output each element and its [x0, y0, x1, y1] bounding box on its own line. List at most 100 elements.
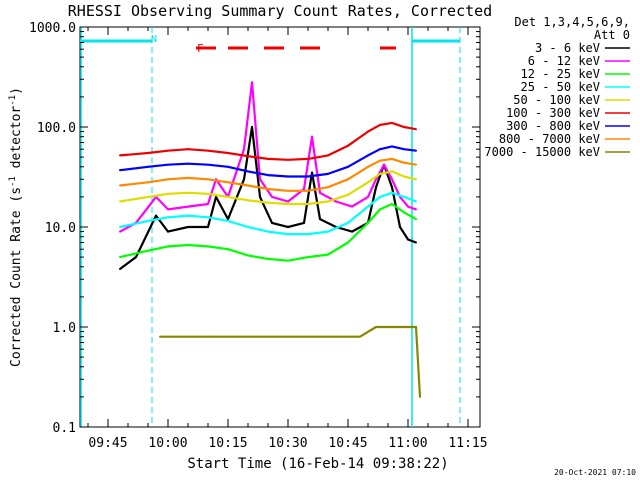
series-1-point-5 [207, 202, 209, 205]
series-3-point-7 [267, 230, 269, 233]
series-2-point-0 [119, 256, 121, 259]
series-0-point-11 [271, 221, 273, 224]
x-tick-label-4: 10:45 [328, 436, 367, 451]
series-3-point-0 [119, 226, 121, 228]
series-3-point-9 [307, 233, 309, 236]
series-5-point-11 [347, 144, 349, 147]
series-0-point-13 [303, 221, 305, 224]
series-7-point-0 [119, 184, 121, 187]
series-5-point-1 [147, 151, 149, 154]
series-0-point-24 [415, 241, 417, 244]
series-4-point-1 [147, 195, 149, 198]
series-7-point-6 [247, 184, 249, 187]
legend-label-8: 7000 - 15000 keV [484, 145, 600, 159]
series-3-point-15 [403, 195, 405, 198]
series-0-point-5 [207, 226, 209, 228]
series-0-point-3 [167, 230, 169, 233]
series-8-point-5 [391, 326, 393, 328]
series-1-point-0 [119, 230, 121, 233]
series-6-point-12 [367, 154, 369, 157]
y-tick-label-3: 100.0 [37, 121, 76, 136]
y-axis-label-exp2: -1 [8, 95, 18, 106]
y-tick-label-2: 10.0 [45, 221, 76, 236]
night-flag-label: N [151, 34, 157, 45]
series-2-point-11 [347, 241, 349, 244]
series-3-point-16 [415, 200, 417, 203]
series-1-point-21 [391, 178, 393, 181]
series-6-point-4 [207, 163, 209, 166]
y-tick-label-1: 1.0 [53, 321, 76, 336]
series-8-point-6 [399, 326, 401, 328]
series-4-point-4 [207, 192, 209, 195]
series-1-point-15 [319, 191, 321, 194]
series-6-point-2 [167, 163, 169, 166]
series-1-point-11 [271, 195, 273, 198]
series-2-point-1 [147, 249, 149, 252]
y-axis-label-exp1: -1 [8, 176, 18, 187]
series-2-point-2 [167, 245, 169, 248]
x-tick-label-3: 10:30 [268, 436, 307, 451]
flags-layer: NF [80, 27, 461, 427]
series-2-point-13 [379, 208, 381, 211]
series-4-point-13 [379, 172, 381, 175]
series-8-point-3 [375, 326, 377, 328]
series-5-point-7 [267, 157, 269, 160]
series-7-point-9 [307, 189, 309, 192]
series-5-point-6 [247, 155, 249, 158]
legend-label-4: 50 - 100 keV [513, 93, 600, 107]
series-7-point-11 [347, 178, 349, 181]
series-8-point-0 [159, 335, 161, 338]
series-3-point-11 [347, 221, 349, 224]
series-0-point-15 [319, 218, 321, 221]
series-3-point-14 [391, 191, 393, 194]
footer-timestamp: 20-Oct-2021 07:10 [554, 468, 636, 477]
series-6-point-3 [187, 162, 189, 165]
series-5-point-12 [367, 130, 369, 133]
series-5-point-4 [207, 149, 209, 152]
series-4-point-10 [327, 200, 329, 203]
series-2-point-9 [307, 256, 309, 259]
series-7-point-4 [207, 178, 209, 181]
series-0-point-14 [311, 171, 313, 174]
series-4-point-7 [267, 201, 269, 204]
series-4-point-15 [403, 175, 405, 178]
series-5-point-8 [287, 158, 289, 161]
series-4-point-9 [307, 202, 309, 205]
series-6-point-15 [403, 148, 405, 151]
series-5-point-0 [119, 154, 121, 157]
series-5-point-5 [227, 151, 229, 154]
series-0-point-19 [375, 186, 377, 189]
series-0-point-23 [407, 238, 409, 241]
series-5-point-10 [327, 154, 329, 157]
legend-label-7: 800 - 7000 keV [499, 132, 600, 146]
series-8-point-4 [383, 326, 385, 328]
series-7-point-12 [367, 165, 369, 168]
series-4-point-14 [391, 170, 393, 173]
series-2-point-5 [227, 248, 229, 251]
series-8-point-2 [359, 335, 361, 338]
legend-label-2: 12 - 25 keV [521, 67, 600, 81]
series-6-point-8 [287, 175, 289, 178]
series-7-point-14 [391, 157, 393, 160]
series-0-point-7 [227, 218, 229, 221]
series-6-point-10 [327, 172, 329, 175]
x-tick-label-6: 11:15 [448, 436, 487, 451]
series-6-point-6 [247, 170, 249, 173]
axes-layer: 09:45 10:00 10:15 10:30 10:45 11:00 11:15 0.1 1.… [29, 21, 488, 451]
series-0-point-0 [119, 268, 121, 271]
y-axis-label: Corrected Count Rate (s-1 detector-1) [8, 87, 24, 367]
series-1-point-16 [335, 200, 337, 203]
series-0-point-12 [287, 226, 289, 228]
x-tick-label-2: 10:15 [208, 436, 247, 451]
series-7-point-3 [187, 176, 189, 179]
series-3-point-1 [147, 219, 149, 222]
series-3-point-10 [327, 230, 329, 233]
series-2-point-4 [207, 245, 209, 248]
series-8-point-8 [415, 326, 417, 328]
series-3-point-5 [227, 219, 229, 222]
x-axis-label: Start Time (16-Feb-14 09:38:22) [187, 456, 448, 472]
series-line-8 [160, 325, 422, 397]
series-0-point-17 [351, 230, 353, 233]
series-1-point-10 [259, 178, 261, 181]
series-5-point-13 [379, 123, 381, 126]
